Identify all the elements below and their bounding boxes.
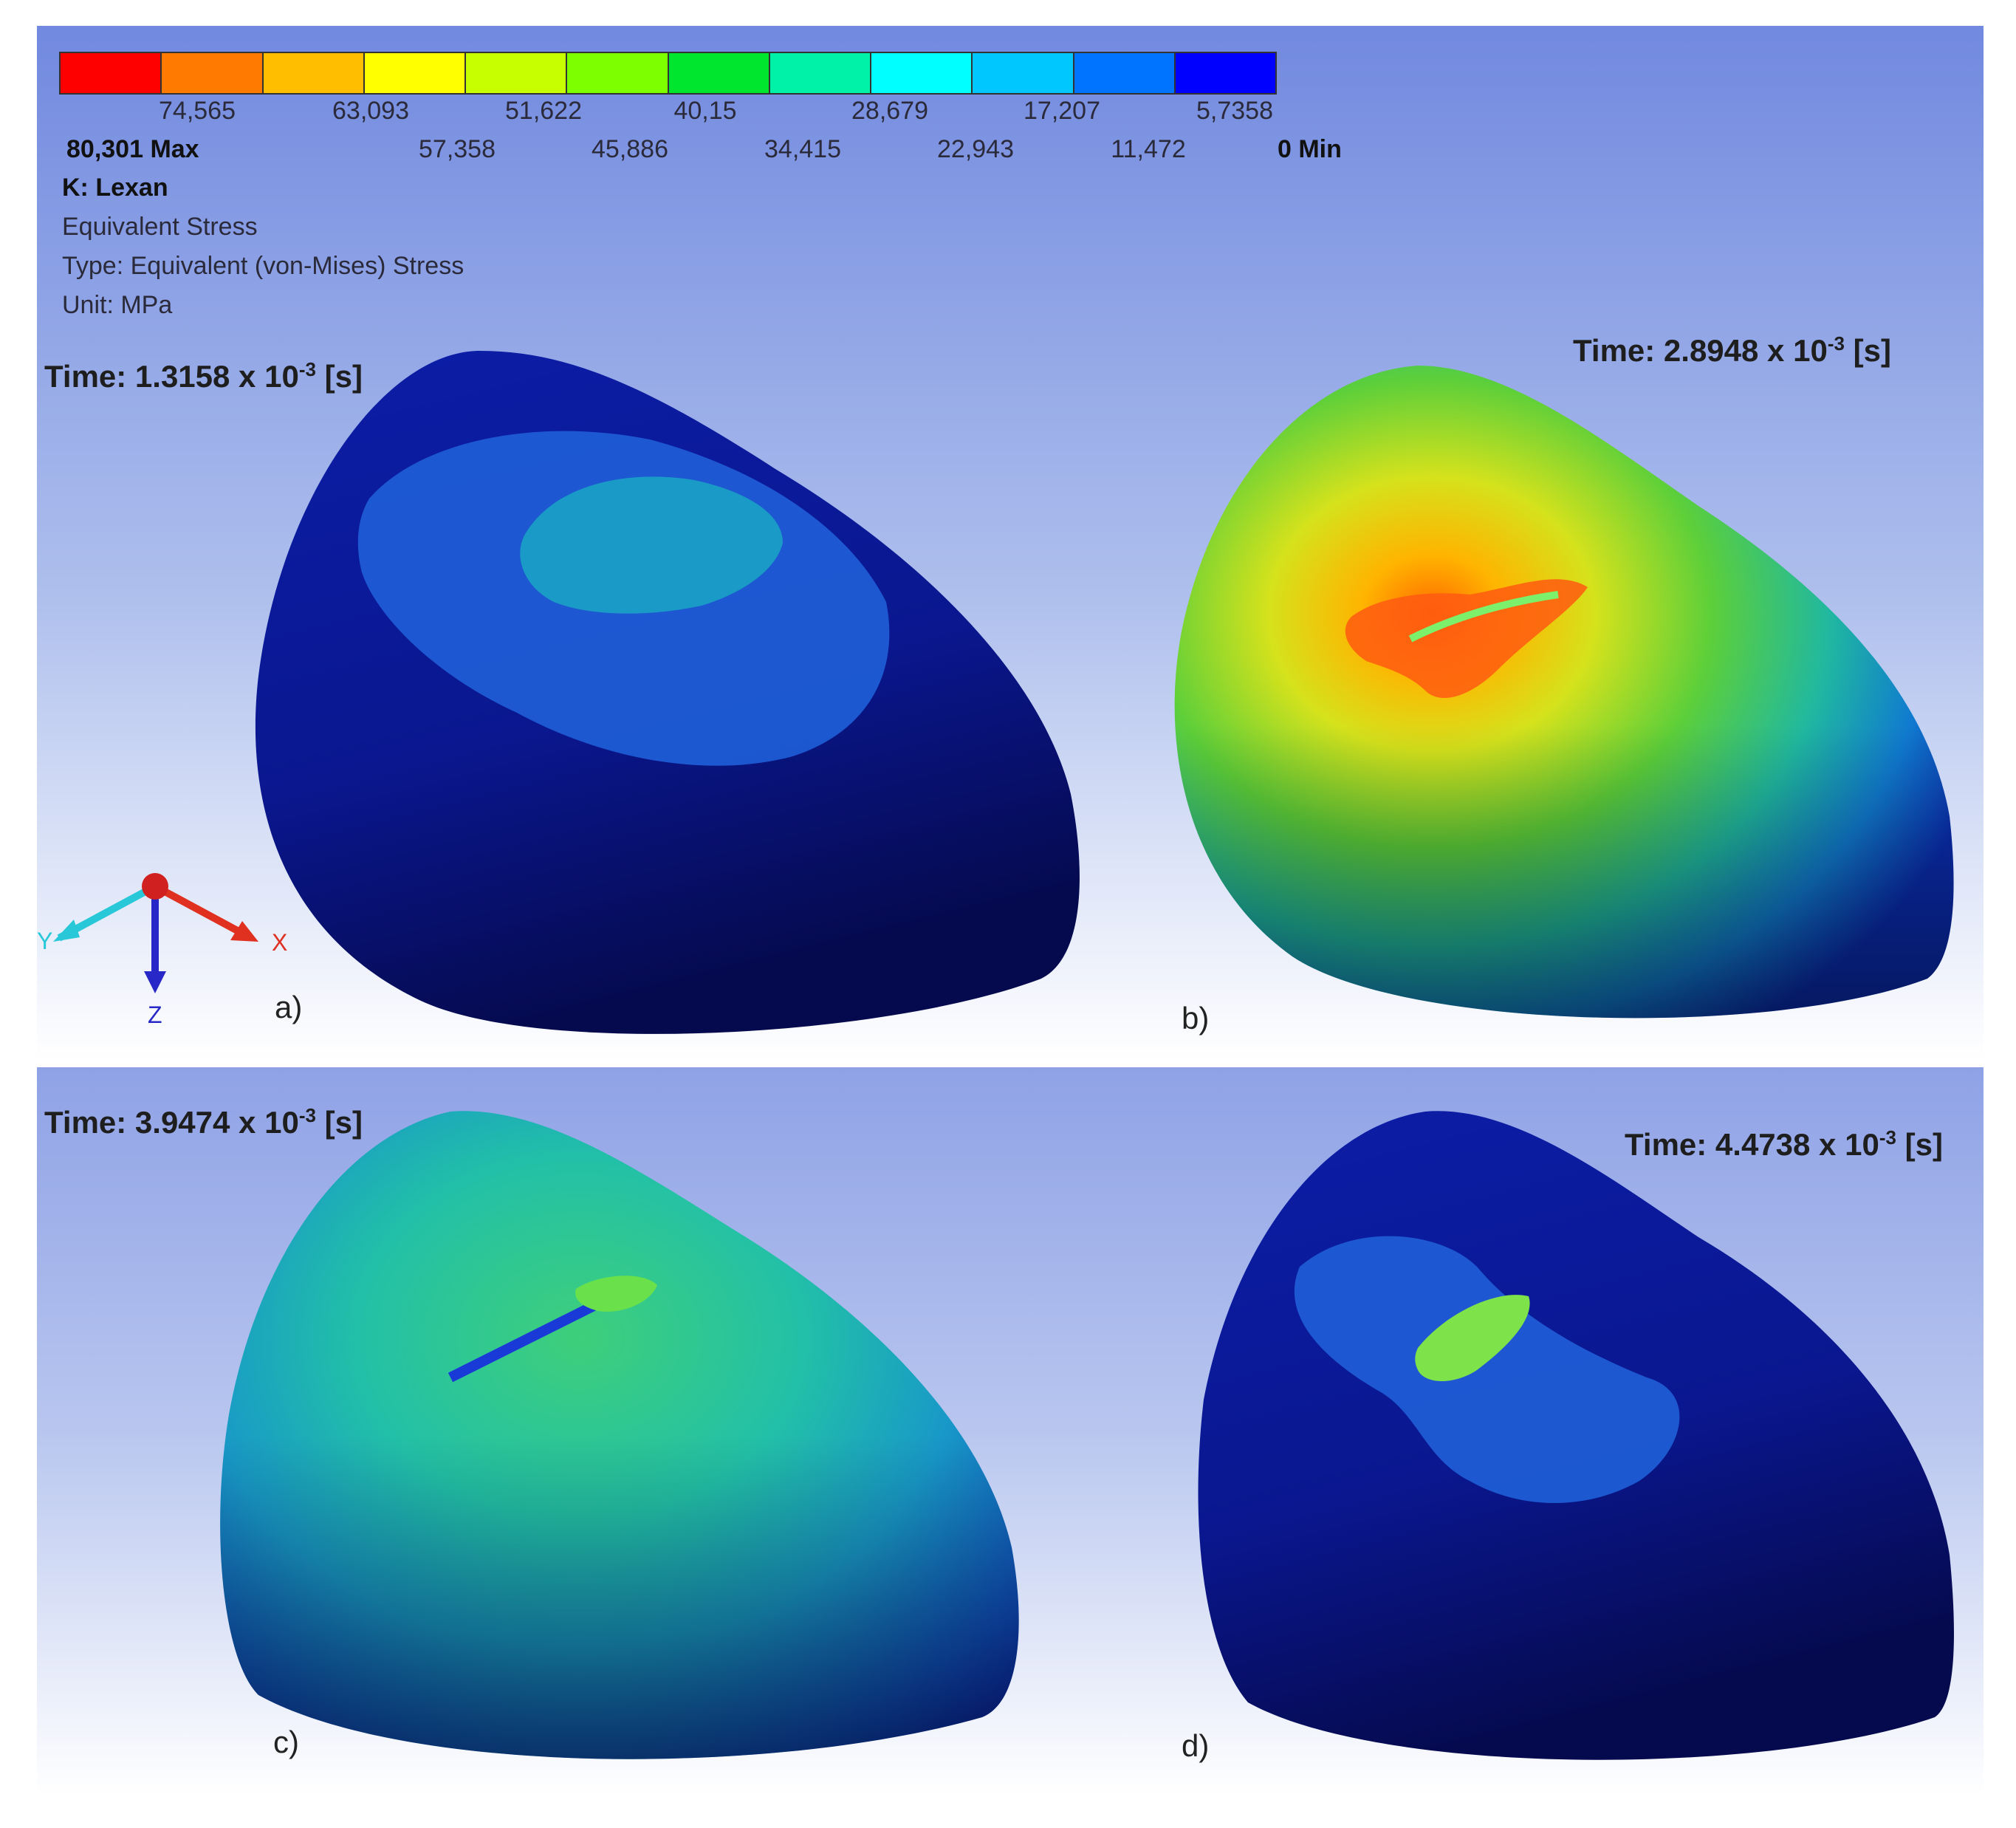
time-label-b: Time: 2.8948 x 10-3 [s] — [1573, 332, 1891, 368]
subfigure-label-c: c) — [273, 1725, 299, 1759]
legend-band — [567, 53, 669, 93]
result-name: Equivalent Stress — [62, 213, 258, 241]
stress-zone-a-mid — [520, 476, 783, 614]
stress-crack-b — [1408, 591, 1559, 643]
legend-title: K: Lexan — [62, 174, 168, 202]
legend-band — [466, 53, 568, 93]
stress-hotspot-c — [575, 1276, 657, 1312]
coordinate-triad: Y X Z — [37, 873, 287, 1028]
viewport-top[interactable]: 74,565 63,093 51,622 40,15 28,679 17,207… — [37, 26, 1984, 1060]
subfigure-label-b: b) — [1182, 1001, 1210, 1035]
legend-tick: 11,472 — [1111, 135, 1186, 163]
result-unit: Unit: MPa — [62, 291, 173, 319]
model-views-bottom — [220, 1111, 1954, 1760]
model-views-top: Y X Z — [37, 351, 1954, 1034]
time-label-c: Time: 3.9474 x 10-3 [s] — [44, 1104, 363, 1140]
legend-band — [769, 53, 871, 93]
legend-tick: 45,886 — [592, 135, 668, 163]
legend-band — [162, 53, 264, 93]
legend-band — [1074, 53, 1176, 93]
legend-tick: 34,415 — [764, 135, 841, 163]
legend-band — [871, 53, 973, 93]
legend-tick: 57,358 — [419, 135, 496, 163]
time-label-a: Time: 1.3158 x 10-3 [s] — [44, 358, 363, 394]
legend-min-label: 0 Min — [1278, 135, 1342, 163]
triad-x-label: X — [272, 929, 287, 956]
legend-band — [263, 53, 365, 93]
subfigure-label-d: d) — [1182, 1728, 1210, 1763]
model-shade-c — [220, 1111, 1019, 1759]
viewport-bottom[interactable]: Time: 3.9474 x 10-3 [s] Time: 4.4738 x 1… — [37, 1067, 1984, 1795]
stress-hotspot-b — [1345, 579, 1588, 698]
triad-z-label: Z — [148, 1002, 162, 1028]
time-label-d: Time: 4.4738 x 10-3 [s] — [1625, 1126, 1943, 1162]
legend-tick: 40,15 — [673, 97, 737, 125]
stress-zone-d-low — [1294, 1236, 1680, 1503]
legend-tick: 63,093 — [332, 97, 409, 125]
legend-tick: 22,943 — [937, 135, 1014, 163]
legend-band — [973, 53, 1074, 93]
contour-legend-bar — [59, 52, 1277, 95]
legend-band — [1175, 53, 1275, 93]
legend-band — [668, 53, 770, 93]
legend-band — [61, 53, 162, 93]
legend-max-label: 80,301 Max — [66, 135, 199, 163]
stress-hotspot-d — [1415, 1295, 1530, 1381]
legend-tick: 51,622 — [505, 97, 582, 125]
legend-tick: 28,679 — [851, 97, 928, 125]
triad-y-label: Y — [37, 928, 52, 954]
model-shade-b — [1174, 366, 1954, 1019]
legend-tick: 5,7358 — [1196, 97, 1273, 125]
legend-tick: 74,565 — [159, 97, 236, 125]
subfigure-label-a: a) — [275, 990, 303, 1024]
legend-tick: 17,207 — [1024, 97, 1100, 125]
legend-band — [364, 53, 466, 93]
result-type: Type: Equivalent (von-Mises) Stress — [62, 252, 464, 280]
